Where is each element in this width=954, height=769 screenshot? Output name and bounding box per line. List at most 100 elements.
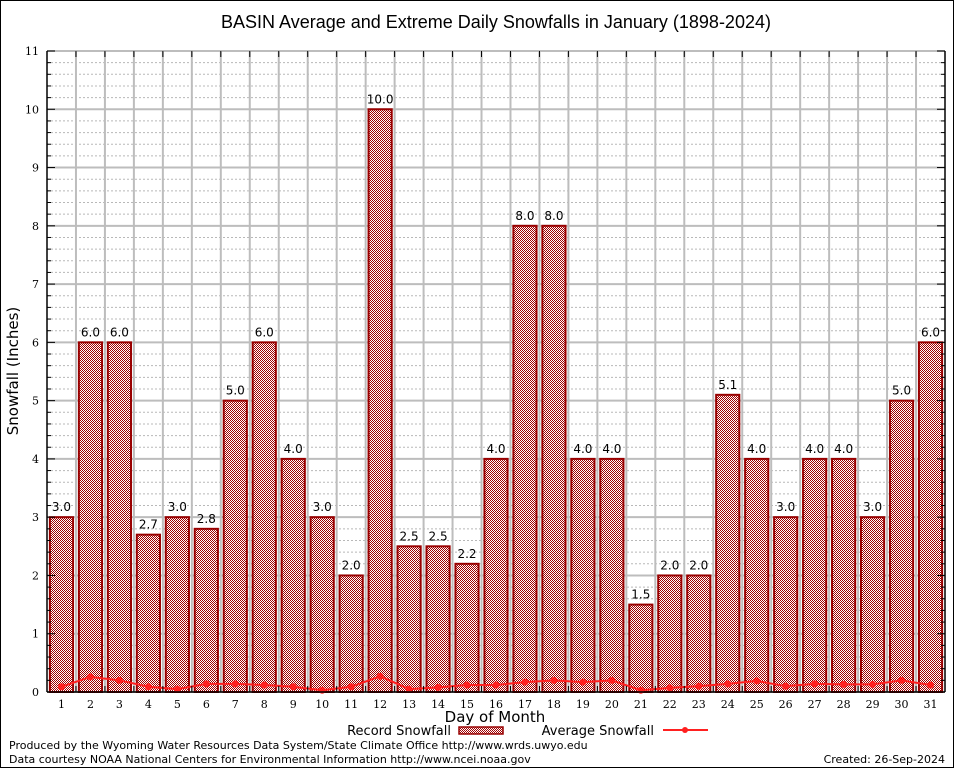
- average-point: [724, 680, 732, 688]
- bar-record-day-13: [396, 545, 422, 693]
- x-tick-label: 4: [145, 698, 152, 711]
- average-point: [840, 680, 848, 688]
- bar-label: 4.0: [284, 442, 303, 456]
- average-point: [550, 676, 558, 684]
- bar-record-day-15: [454, 562, 480, 693]
- x-tick-label: 24: [721, 698, 735, 711]
- bar-label: 5.0: [892, 384, 911, 398]
- x-tick-label: 31: [924, 698, 938, 711]
- average-point: [86, 673, 94, 681]
- bars: [48, 108, 944, 694]
- bar-record-day-17: [512, 224, 538, 693]
- bar-label: 6.0: [81, 325, 100, 339]
- average-point: [608, 676, 616, 684]
- bar-label: 3.0: [863, 500, 882, 514]
- average-point: [173, 685, 181, 693]
- bar-record-day-28: [831, 457, 857, 693]
- bar-label: 2.5: [400, 529, 419, 543]
- bar-record-day-27: [802, 457, 828, 693]
- average-point: [695, 682, 703, 690]
- bar-record-day-18: [541, 224, 567, 693]
- x-tick-label: 2: [87, 698, 94, 711]
- bar-record-day-11: [338, 574, 364, 693]
- bar-record-day-19: [570, 457, 596, 693]
- bar-label: 6.0: [110, 325, 129, 339]
- bar-record-day-23: [686, 574, 712, 693]
- bar-record-day-2: [77, 341, 104, 693]
- x-tick-label: 29: [866, 698, 880, 711]
- x-tick-label: 22: [663, 698, 677, 711]
- x-tick-label: 6: [203, 698, 210, 711]
- legend: Record Snowfall Average Snowfall: [347, 724, 708, 739]
- bar-label: 3.0: [52, 500, 71, 514]
- bar-record-day-26: [773, 516, 799, 693]
- footer-created-date: Created: 26-Sep-2024: [824, 753, 945, 766]
- y-tick-label: 5: [32, 395, 39, 408]
- bar-record-day-4: [135, 533, 161, 693]
- y-tick-label: 11: [25, 45, 39, 58]
- bar-record-day-12: [367, 108, 393, 694]
- x-tick-label: 14: [431, 698, 445, 711]
- x-tick-label: 10: [315, 698, 329, 711]
- bar-record-day-22: [657, 574, 683, 693]
- bar-label: 8.0: [544, 209, 563, 223]
- x-tick-label: 26: [779, 698, 793, 711]
- x-tick-label: 25: [750, 698, 764, 711]
- bar-record-day-5: [164, 516, 190, 693]
- x-tick-label: 30: [895, 698, 909, 711]
- footer-produced-by: Produced by the Wyoming Water Resources …: [9, 739, 588, 752]
- x-tick-label: 16: [489, 698, 503, 711]
- bar-label: 2.5: [429, 529, 448, 543]
- average-point: [115, 676, 123, 684]
- average-point: [376, 672, 384, 680]
- x-tick-label: 8: [261, 698, 268, 711]
- average-point: [202, 680, 210, 688]
- x-tick-label: 27: [808, 698, 822, 711]
- x-tick-labels: 1 2 3 4 5 6 7 8 9 10 11 12 13 14 15 16 17 18 19 20 21 22 23 24 2…: [58, 698, 938, 711]
- bar-record-day-7: [222, 399, 248, 693]
- bar-record-day-21: [628, 603, 654, 693]
- x-tick-label: 18: [547, 698, 561, 711]
- bar-label: 4.0: [834, 442, 853, 456]
- average-point: [231, 680, 239, 688]
- average-point: [463, 681, 471, 689]
- bar-record-day-20: [599, 457, 625, 693]
- average-point: [521, 678, 529, 686]
- x-tick-label: 19: [576, 698, 590, 711]
- average-point: [898, 676, 906, 684]
- bar-record-day-1: [48, 516, 75, 693]
- bar-record-day-3: [106, 341, 133, 693]
- bar-record-day-10: [309, 516, 335, 693]
- bar-record-day-25: [744, 457, 770, 693]
- bar-label: 1.5: [631, 588, 650, 602]
- bar-label: 2.0: [660, 558, 679, 572]
- bar-labels: 3.0 6.0 6.0 2.7 3.0 2.8 5.0 6.0 4.0 3.0 2.0 10.0 2.5…: [52, 92, 940, 601]
- bar-label: 5.0: [226, 384, 245, 398]
- bar-label: 10.0: [367, 92, 394, 106]
- legend-average-label: Average Snowfall: [542, 724, 654, 739]
- x-tick-label: 7: [232, 698, 239, 711]
- bar-record-day-9: [280, 457, 306, 693]
- bar-record-day-8: [251, 341, 277, 693]
- average-point: [753, 677, 761, 685]
- average-point: [579, 678, 587, 686]
- x-tick-label: 17: [518, 698, 532, 711]
- bar-label: 6.0: [921, 325, 940, 339]
- bar-record-day-24: [715, 393, 741, 693]
- legend-average-marker: [682, 727, 688, 733]
- bar-label: 2.0: [342, 558, 361, 572]
- average-point: [811, 680, 819, 688]
- x-tick-label: 3: [116, 698, 123, 711]
- x-tick-label: 11: [344, 698, 358, 711]
- average-point: [260, 681, 268, 689]
- bar-label: 4.0: [573, 442, 592, 456]
- bar-record-day-30: [888, 399, 915, 693]
- x-tick-label: 28: [837, 698, 851, 711]
- x-tick-label: 9: [290, 698, 297, 711]
- y-tick-labels: 0 1 2 3 4 5 6 7 8 9 10 11: [25, 45, 39, 699]
- bar-label: 4.0: [805, 442, 824, 456]
- y-tick-label: 9: [32, 162, 39, 175]
- y-tick-label: 0: [32, 686, 39, 699]
